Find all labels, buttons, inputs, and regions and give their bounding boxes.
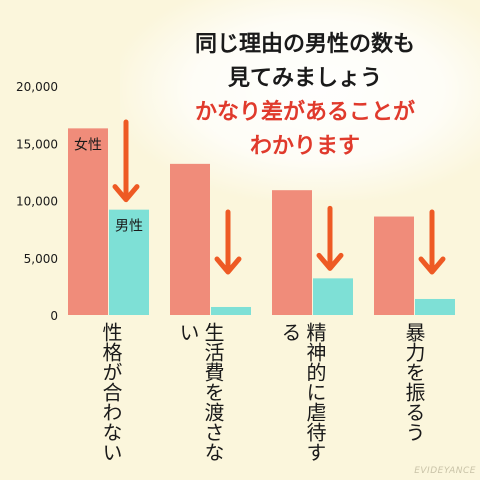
category-label-mental-abuse: 精神的に虐待する [278,322,327,462]
category-label-violence: 暴力を振るう [402,322,426,442]
bar-female [68,128,108,315]
y-axis: 0 5,000 10,000 15,000 20,000 [16,80,58,323]
bar-male [415,298,455,315]
series-label-male: 男性 [115,219,143,235]
y-tick-label: 20,000 [16,80,58,94]
bars-group [68,128,455,315]
y-tick-label: 5,000 [24,252,58,266]
arrow-head [214,256,242,275]
down-arrow-icon [112,119,140,203]
arrow-head [418,256,446,275]
watermark: EVIDEYANCE [414,466,476,476]
headline: 同じ理由の男性の数も 見てみましょう かなり差があることが わかります [150,28,460,164]
headline-line-4: わかります [249,134,360,159]
down-arrow-icon [418,209,446,275]
bar-female [374,216,414,315]
y-tick-label: 15,000 [16,137,58,151]
arrow-head [112,184,140,203]
down-arrow-icon [214,209,242,275]
y-tick-label: 0 [50,309,58,323]
bar-female [272,190,312,315]
headline-line-3: かなり差があることが [194,100,415,125]
bar-male [313,278,353,315]
series-label-female: 女性 [74,136,102,153]
headline-line-1: 同じ理由の男性の数も [194,32,415,57]
bar-male [211,306,251,315]
category-label-living-costs: 生活費を渡さない [176,322,225,462]
arrow-head [316,252,344,271]
category-label-personality: 性格が合わない [99,322,123,462]
down-arrow-icon [316,205,344,271]
y-tick-label: 10,000 [16,195,58,209]
arrows-group [112,119,446,275]
headline-line-2: 見てみましょう [227,66,382,91]
bar-female [170,163,210,315]
bar-male [109,209,149,315]
